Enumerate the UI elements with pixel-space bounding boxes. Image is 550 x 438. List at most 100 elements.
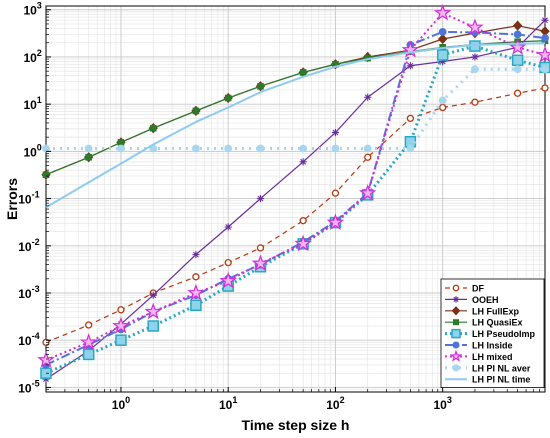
data-point-lh-pseudoimp <box>511 54 524 67</box>
series-lh-mixed <box>37 3 550 368</box>
y-tick-label: 10 <box>23 4 37 18</box>
data-point-ooeh <box>331 128 340 137</box>
x-tick-label: 103 <box>433 395 451 412</box>
data-point-ooeh <box>149 291 157 299</box>
y-tick-exponent: 1 <box>37 95 42 105</box>
data-point-lh-pi-nl-aver <box>513 65 522 74</box>
y-tick-label: 10 <box>18 287 32 301</box>
legend-marker-lh-pseudoimp <box>451 328 461 339</box>
data-point-lh-mixed <box>144 302 162 320</box>
legend-label-ooeh: OOEH <box>472 295 499 305</box>
data-point-ooeh <box>406 62 414 70</box>
data-point-df <box>331 189 340 197</box>
data-point-lh-pseudoimp <box>436 49 449 61</box>
series-line-lh-mixed <box>45 12 546 361</box>
legend-label-lh-inside: LH Inside <box>472 341 513 351</box>
legend-marker-df <box>452 284 460 292</box>
data-point-ooeh <box>471 53 479 61</box>
legend-label-lh-mixed: LH mixed <box>472 352 513 362</box>
data-point-lh-mixed <box>358 183 377 201</box>
series-lh-pi-nl-time <box>45 42 546 209</box>
data-point-lh-mixed <box>187 283 205 301</box>
data-point-df <box>439 103 447 112</box>
data-point-lh-pseudoimp <box>190 299 202 312</box>
data-point-ooeh <box>224 223 232 231</box>
data-point-ooeh <box>192 251 200 259</box>
data-point-lh-quasiex <box>224 94 232 102</box>
data-point-df <box>85 321 93 329</box>
data-point-lh-pi-nl-aver <box>192 144 200 153</box>
data-point-ooeh <box>256 194 265 203</box>
x-tick-label: 101 <box>219 395 237 412</box>
data-point-df <box>406 114 415 123</box>
data-point-df <box>471 98 479 106</box>
legend-marker-lh-pi-nl-aver <box>452 364 460 372</box>
y-tick-label: 10 <box>23 51 37 65</box>
y-tick-exponent: 0 <box>37 142 42 152</box>
data-point-lh-pi-nl-aver <box>331 144 340 153</box>
y-tick-label: 10 <box>18 240 32 254</box>
x-tick-label: 100 <box>112 395 130 412</box>
y-tick-exponent: 2 <box>37 48 42 58</box>
data-point-lh-pi-nl-aver <box>84 144 93 153</box>
data-point-df <box>541 84 549 92</box>
data-point-lh-pi-nl-aver <box>541 65 549 74</box>
data-point-lh-pi-nl-aver <box>471 65 479 74</box>
data-point-lh-pi-nl-aver <box>224 144 233 153</box>
data-point-lh-mixed <box>536 45 550 63</box>
series-lh-pi-nl-aver <box>42 65 549 153</box>
legend-label-lh-pi-nl-aver: LH PI NL aver <box>472 363 531 373</box>
data-point-df <box>364 153 372 161</box>
data-point-lh-pseudoimp <box>115 334 127 346</box>
data-point-lh-mixed <box>508 38 527 55</box>
series-line-lh-pi-nl-aver <box>46 67 545 151</box>
data-point-lh-mixed <box>433 3 452 21</box>
data-point-ooeh <box>299 158 307 166</box>
data-point-lh-pi-nl-aver <box>42 144 50 153</box>
y-tick-exponent: -3 <box>32 284 40 294</box>
data-point-lh-pseudoimp <box>147 320 159 332</box>
y-tick-label: 10 <box>18 334 32 348</box>
data-point-lh-inside <box>513 30 522 39</box>
data-point-lh-fullexp <box>437 33 448 45</box>
data-point-lh-mixed <box>466 18 484 35</box>
y-tick-exponent: 3 <box>37 1 42 11</box>
data-point-lh-mixed <box>326 213 345 231</box>
data-point-ooeh <box>541 16 549 24</box>
data-point-lh-quasiex <box>192 107 200 115</box>
data-point-lh-pi-nl-aver <box>438 96 447 105</box>
data-point-lh-quasiex <box>42 171 50 179</box>
data-point-df <box>513 89 522 97</box>
series-line-lh-pi-nl-time <box>45 42 546 209</box>
data-point-df <box>299 217 307 225</box>
series-line-df <box>45 87 546 343</box>
data-point-lh-mixed <box>294 234 312 252</box>
data-point-lh-quasiex <box>149 124 157 132</box>
x-tick-label: 102 <box>326 395 344 412</box>
data-point-lh-inside <box>438 27 447 36</box>
data-point-df <box>117 306 125 314</box>
y-tick-exponent: -5 <box>32 378 40 388</box>
data-point-lh-pi-nl-aver <box>117 144 125 153</box>
data-point-lh-pi-nl-aver <box>299 144 308 153</box>
legend-marker-lh-fullexp <box>451 306 461 316</box>
legend-label-lh-quasiex: LH QuasiEx <box>472 318 523 328</box>
data-point-lh-quasiex <box>299 69 307 76</box>
data-point-lh-quasiex <box>257 82 264 90</box>
data-point-ooeh <box>364 93 372 101</box>
data-point-df <box>224 258 232 267</box>
data-point-lh-quasiex <box>85 153 92 161</box>
y-axis-label: Errors <box>4 178 20 220</box>
data-point-lh-fullexp <box>512 20 523 31</box>
data-point-df <box>192 273 200 281</box>
legend-label-df: DF <box>472 284 484 294</box>
legend-label-lh-pseudoimp: LH PseudoImp <box>472 329 536 339</box>
y-tick-label: 10 <box>18 193 32 207</box>
data-point-lh-mixed <box>219 271 237 289</box>
data-point-ooeh <box>42 375 50 383</box>
data-point-ooeh <box>439 57 447 66</box>
legend-label-lh-fullexp: LH FullExp <box>472 306 520 316</box>
